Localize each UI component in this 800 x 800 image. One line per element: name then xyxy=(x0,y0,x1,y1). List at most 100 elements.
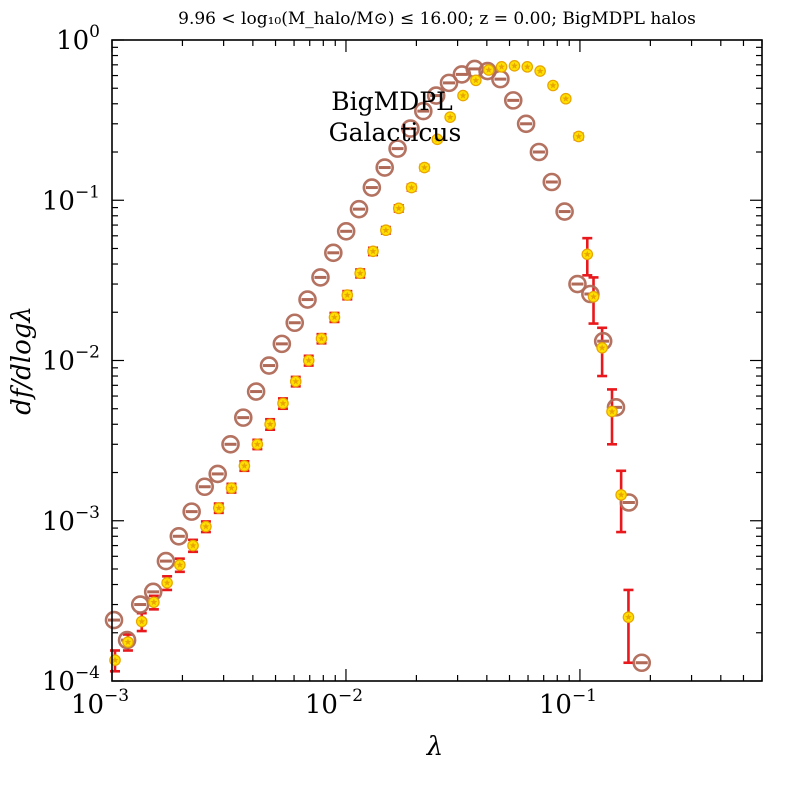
x-tick-label: 10−2 xyxy=(305,686,363,720)
bigmdpl-point xyxy=(632,653,652,673)
galacticus-point xyxy=(122,636,134,648)
bigmdpl-point xyxy=(529,142,549,162)
galacticus-point xyxy=(354,267,366,280)
y-tick-label: 10−3 xyxy=(42,503,100,537)
x-tick-label: 10−3 xyxy=(71,686,129,720)
bigmdpl-point xyxy=(324,243,343,263)
bigmdpl-point xyxy=(542,172,562,192)
y-tick-label: 10−2 xyxy=(42,343,100,377)
galacticus-point xyxy=(212,502,225,514)
galacticus-point xyxy=(392,202,405,215)
galacticus-point xyxy=(161,577,173,589)
bigmdpl-point xyxy=(298,290,317,309)
galacticus-point xyxy=(596,342,608,354)
bigmdpl-point xyxy=(555,202,574,221)
bigmdpl-point xyxy=(246,382,266,401)
galacticus-point xyxy=(495,61,508,73)
galacticus-point xyxy=(534,65,546,77)
legend-entry-bigmdpl: BigMDPL xyxy=(331,87,452,116)
bigmdpl-point xyxy=(169,526,189,546)
bigmdpl-markers xyxy=(104,59,652,673)
galacticus-point xyxy=(315,332,328,345)
bigmdpl-point xyxy=(311,268,330,287)
y-tick-labels: 10−4 10−3 10−2 10−1 100 xyxy=(42,22,100,697)
y-axis-title: df/dlogλ xyxy=(7,306,37,415)
y-tick-label: 10−4 xyxy=(42,663,100,697)
bigmdpl-point xyxy=(259,356,279,375)
galacticus-point xyxy=(457,89,469,102)
x-axis-title: λ xyxy=(426,732,443,762)
y-axis-title-text: df/dlogλ xyxy=(7,306,37,415)
bigmdpl-point xyxy=(516,114,536,134)
galacticus-point xyxy=(405,181,418,194)
galacticus-point xyxy=(470,74,482,87)
galacticus-point xyxy=(622,611,635,624)
bigmdpl-point xyxy=(375,158,394,177)
galacticus-point xyxy=(431,133,444,146)
bigmdpl-point xyxy=(426,86,446,105)
galacticus-point xyxy=(606,405,618,418)
galacticus-point xyxy=(135,615,148,628)
galacticus-point xyxy=(547,79,559,92)
bigmdpl-point xyxy=(401,119,420,138)
galacticus-point xyxy=(560,92,572,105)
x-tick-labels: 10−3 10−2 10−1 xyxy=(71,686,597,720)
x-tick-label: 10−1 xyxy=(539,686,597,720)
galacticus-point xyxy=(328,311,341,324)
galacticus-point xyxy=(341,289,354,301)
bigmdpl-point xyxy=(285,313,305,333)
bigmdpl-point xyxy=(195,477,214,497)
chart-title-text: 9.96 < log₁₀(M_halo/M⊙) ≤ 16.00; z = 0.0… xyxy=(178,9,696,29)
bigmdpl-point xyxy=(156,551,176,571)
galacticus-point xyxy=(251,438,264,451)
legend: BigMDPL Galacticus xyxy=(329,87,462,147)
galacticus-point xyxy=(302,354,315,367)
bigmdpl-point xyxy=(208,464,228,484)
galacticus-error-bar xyxy=(623,588,634,665)
x-axis-title-text: λ xyxy=(426,732,443,762)
galacticus-point xyxy=(482,64,495,76)
chart-title: 9.96 < log₁₀(M_halo/M⊙) ≤ 16.00; z = 0.0… xyxy=(178,9,696,29)
galacticus-point xyxy=(380,224,392,237)
galacticus-markers xyxy=(109,60,635,666)
bigmdpl-point xyxy=(491,69,510,89)
bigmdpl-point xyxy=(221,434,240,454)
galacticus-point xyxy=(289,375,302,388)
bigmdpl-point xyxy=(349,199,369,219)
bigmdpl-point xyxy=(503,91,523,110)
bigmdpl-point xyxy=(130,595,150,614)
galacticus-point xyxy=(581,248,594,261)
bigmdpl-point xyxy=(414,101,433,121)
galacticus-point xyxy=(418,161,431,174)
galacticus-point xyxy=(587,290,600,303)
bigmdpl-point xyxy=(388,139,407,158)
galacticus-point xyxy=(225,482,238,494)
bigmdpl-point xyxy=(104,610,124,630)
bigmdpl-point xyxy=(362,178,382,197)
galacticus-point xyxy=(572,130,585,143)
galacticus-point xyxy=(367,245,379,258)
bigmdpl-point xyxy=(336,222,356,241)
galacticus-point xyxy=(148,596,160,609)
y-tick-label: 10−1 xyxy=(42,182,100,216)
legend-entry-galacticus: Galacticus xyxy=(329,118,462,147)
axis-ticks xyxy=(111,39,763,682)
y-tick-label: 100 xyxy=(56,22,100,56)
bigmdpl-point xyxy=(182,502,201,521)
galacticus-point xyxy=(277,397,289,410)
bigmdpl-point xyxy=(568,274,587,294)
bigmdpl-point xyxy=(619,493,639,512)
galacticus-point xyxy=(508,60,521,72)
galacticus-point xyxy=(200,520,212,533)
galacticus-point xyxy=(174,559,186,571)
galacticus-point xyxy=(615,489,627,501)
galacticus-point xyxy=(187,539,199,552)
error-bars xyxy=(110,63,634,673)
galacticus-point xyxy=(264,418,276,431)
bigmdpl-point xyxy=(233,408,253,427)
galacticus-point xyxy=(521,61,534,73)
bigmdpl-point xyxy=(272,334,292,354)
galacticus-point xyxy=(238,460,251,472)
bigmdpl-point xyxy=(439,73,459,93)
